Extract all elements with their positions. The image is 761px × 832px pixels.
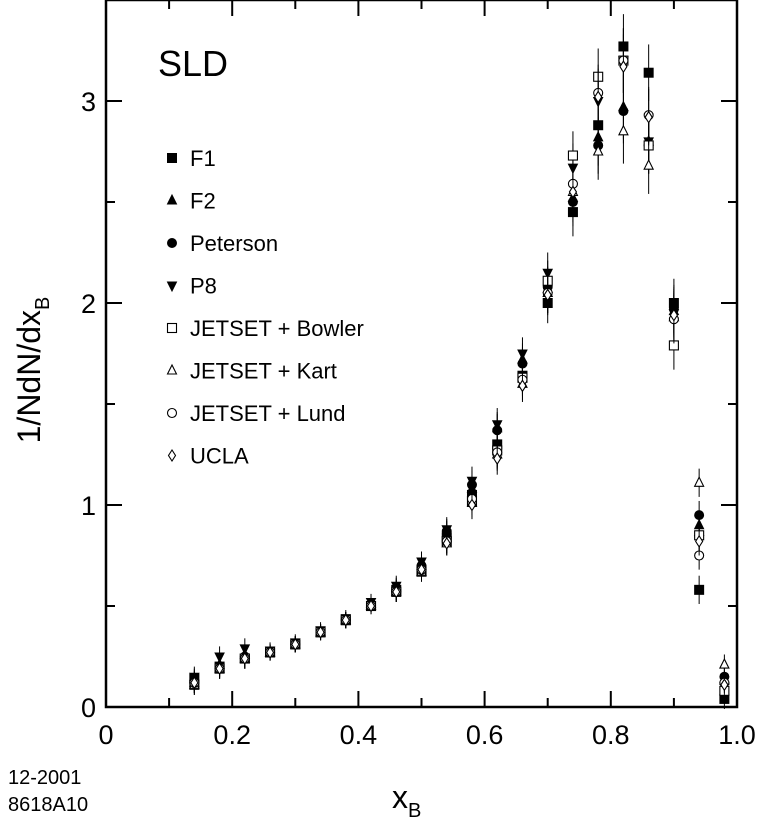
data-point — [644, 110, 653, 124]
plot-frame — [104, 0, 739, 709]
data-point — [694, 584, 705, 595]
plot-area: 0 0.2 0.4 0.6 0.8 1.0 0 1 2 3 — [81, 0, 756, 750]
footer-date: 12-2001 — [8, 767, 82, 789]
data-point — [718, 657, 730, 669]
data-point — [467, 498, 477, 512]
footer-code: 8618A10 — [8, 794, 89, 816]
legend-marker — [166, 407, 178, 419]
data-point — [466, 476, 478, 488]
legend-label: JETSET + Bowler — [190, 316, 364, 341]
data-point — [214, 652, 225, 664]
data-point — [491, 420, 503, 431]
data-point — [694, 534, 704, 548]
y-axis-label-sub: B — [32, 297, 54, 310]
x-tick-label: 0.8 — [592, 720, 630, 750]
data-point — [316, 625, 325, 639]
legend-label: JETSET + Lund — [190, 401, 346, 426]
data-point — [417, 563, 426, 577]
legend-label: UCLA — [190, 444, 249, 469]
data-point — [265, 645, 275, 659]
data-point — [392, 585, 401, 599]
data-point — [517, 349, 528, 361]
x-tick-label: 0.2 — [213, 720, 251, 750]
data-point — [442, 536, 451, 550]
y-tick-label: 3 — [81, 87, 96, 117]
series-peterson — [189, 78, 730, 691]
data-point — [592, 144, 604, 156]
data-point — [693, 476, 705, 487]
data-point — [543, 288, 552, 302]
legend-label: P8 — [190, 274, 217, 299]
legend-marker — [166, 322, 178, 334]
data-point — [240, 651, 249, 666]
data-point — [619, 60, 628, 74]
y-tick-label: 1 — [81, 491, 96, 521]
data-point — [594, 90, 603, 104]
data-point — [493, 452, 502, 466]
legend-label: Peterson — [190, 231, 278, 256]
series-ucla — [190, 34, 729, 695]
x-tick-label: 0 — [98, 720, 113, 750]
data-series — [188, 14, 730, 710]
legend-label: F2 — [190, 189, 216, 214]
x-axis-label: xB — [392, 779, 421, 822]
data-point — [720, 678, 729, 692]
data-point — [694, 510, 705, 521]
x-axis-label-sub: B — [408, 800, 421, 822]
legend-marker — [166, 281, 178, 293]
data-point — [568, 185, 578, 199]
data-point — [341, 613, 350, 627]
legend-marker — [166, 193, 178, 205]
chart-title: SLD — [158, 43, 228, 84]
data-point — [643, 67, 654, 78]
y-axis-label-main: 1/NdN/dx — [11, 310, 47, 443]
data-point — [366, 599, 376, 613]
y-tick-label: 0 — [81, 693, 96, 723]
data-point — [618, 124, 629, 136]
legend-label: F1 — [190, 146, 216, 171]
x-axis-label-main: x — [392, 779, 408, 815]
legend-marker — [167, 153, 177, 163]
data-point — [643, 158, 655, 170]
data-point — [518, 379, 527, 393]
x-tick-label: 0.4 — [340, 720, 378, 750]
data-point — [669, 308, 679, 322]
data-point — [567, 150, 578, 161]
data-point — [215, 662, 224, 676]
data-point — [291, 637, 300, 651]
legend: F1 F2 Peterson P8 JETSET + Bowler JETSET + Ka… — [166, 146, 364, 469]
y-tick-label: 2 — [81, 289, 96, 319]
legend-label: JETSET + Kart — [190, 359, 337, 384]
legend-marker — [167, 448, 177, 463]
legend-marker — [166, 363, 178, 375]
y-axis-label: 1/NdN/dxB — [11, 297, 54, 444]
x-tick-label: 1.0 — [718, 720, 756, 750]
legend-marker — [167, 238, 177, 248]
data-point — [190, 676, 199, 690]
series-jetset-kart — [188, 98, 730, 695]
x-tick-label: 0.6 — [466, 720, 504, 750]
